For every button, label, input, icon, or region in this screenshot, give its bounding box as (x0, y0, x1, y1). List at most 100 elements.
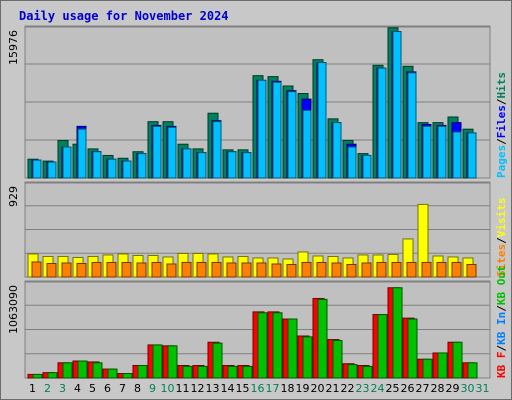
bar-pages-day-20 (317, 62, 327, 179)
day-label: 19 (296, 382, 310, 395)
bar-kb-out-day-14 (227, 365, 238, 379)
day-label: 15 (236, 382, 250, 395)
day-label: 9 (149, 382, 156, 395)
bar-pages-day-10 (167, 126, 177, 179)
bar-kb-out-day-2 (47, 372, 58, 379)
legend-item-top-4: Hits (495, 72, 508, 99)
legend-item-bot-0: KB F (495, 352, 508, 379)
day-label: 24 (371, 382, 385, 395)
bar-sites-day-26 (406, 261, 417, 278)
day-label: 23 (356, 382, 370, 395)
bar-pages-day-16 (257, 79, 267, 179)
bar-sites-day-18 (286, 263, 297, 278)
bar-pages-day-22 (347, 146, 357, 179)
bar-sites-day-7 (121, 261, 132, 278)
bar-pages-day-13 (212, 121, 222, 179)
bar-sites-day-3 (61, 262, 72, 278)
bar-kb-out-day-19 (302, 336, 313, 379)
bar-sites-day-30 (466, 263, 477, 278)
bar-pages-day-18 (287, 91, 297, 179)
bar-kb-out-day-6 (107, 368, 118, 379)
bar-sites-day-19 (301, 261, 312, 278)
bar-sites-day-13 (211, 261, 222, 278)
bar-pages-day-6 (107, 158, 117, 179)
day-label: 31 (476, 382, 490, 395)
day-label: 12 (191, 382, 205, 395)
day-label: 13 (206, 382, 220, 395)
day-label: 2 (44, 382, 51, 395)
bar-kb-out-day-20 (317, 298, 328, 379)
day-label: 26 (401, 382, 415, 395)
bar-kb-out-day-9 (152, 344, 163, 379)
day-label: 4 (74, 382, 81, 395)
bar-kb-out-day-16 (257, 312, 268, 379)
bar-pages-day-26 (407, 72, 417, 179)
day-label: 1 (29, 382, 36, 395)
legend-bot: KB F/KB In/KB Out (495, 265, 508, 378)
legend-top: Pages/Files/Hits (495, 72, 508, 178)
legend-item-top-3: / (495, 98, 508, 105)
bar-kb-out-day-4 (77, 360, 88, 379)
day-label: 20 (311, 382, 325, 395)
bar-kb-out-day-12 (197, 365, 208, 379)
bar-kb-out-day-8 (137, 364, 148, 379)
bar-sites-day-21 (331, 262, 342, 278)
bar-pages-day-8 (137, 153, 147, 179)
bar-kb-out-day-21 (332, 339, 343, 379)
bar-sites-day-8 (136, 262, 147, 278)
bar-sites-day-24 (376, 261, 387, 278)
bar-pages-day-2 (47, 161, 57, 179)
day-label: 8 (134, 382, 141, 395)
bar-pages-day-29 (452, 131, 462, 179)
bar-pages-day-11 (182, 148, 192, 179)
bar-pages-day-28 (437, 125, 447, 179)
legend-item-bot-3: / (495, 305, 508, 312)
bar-pages-day-19 (302, 109, 312, 179)
bar-kb-out-day-15 (242, 365, 253, 379)
bar-sites-day-2 (46, 262, 57, 278)
bar-pages-day-5 (92, 151, 102, 179)
bar-kb-out-day-17 (272, 312, 283, 379)
bar-kb-out-day-10 (167, 345, 178, 379)
bar-kb-out-day-18 (287, 318, 298, 379)
bar-pages-day-23 (362, 154, 372, 179)
ymax-label-bot: 1063090 (7, 285, 20, 334)
bar-pages-day-7 (122, 160, 132, 179)
bar-sites-day-6 (106, 261, 117, 278)
legend-item-top-2: Files (495, 105, 508, 138)
bar-sites-day-9 (151, 261, 162, 278)
bar-kb-out-day-23 (362, 365, 373, 379)
day-label: 28 (431, 382, 445, 395)
day-label: 7 (119, 382, 126, 395)
legend-item-bot-2: KB In (495, 312, 508, 345)
bar-sites-day-17 (271, 263, 282, 278)
day-label: 30 (461, 382, 475, 395)
ymax-label-mid: 929 (7, 186, 20, 207)
bar-sites-day-12 (196, 261, 207, 278)
bar-kb-out-day-13 (212, 342, 223, 379)
bar-pages-day-3 (62, 146, 72, 179)
bar-kb-out-day-28 (437, 352, 448, 379)
legend-item-mid-2: Visits (495, 198, 508, 238)
bar-pages-day-30 (467, 132, 477, 179)
bar-sites-day-10 (166, 263, 177, 278)
legend-item-top-0: Pages (495, 145, 508, 178)
bar-kb-out-day-5 (92, 362, 103, 379)
bar-sites-day-23 (361, 262, 372, 278)
bar-sites-day-16 (256, 262, 267, 278)
bar-sites-day-11 (181, 261, 192, 278)
bar-kb-out-day-26 (407, 318, 418, 379)
bar-sites-day-14 (226, 262, 237, 278)
day-label: 21 (326, 382, 340, 395)
bar-kb-out-day-22 (347, 364, 358, 379)
bar-pages-day-17 (272, 81, 282, 179)
day-label: 11 (176, 382, 190, 395)
bar-sites-day-25 (391, 261, 402, 278)
bar-sites-day-29 (451, 261, 462, 278)
bar-kb-out-day-7 (122, 373, 133, 379)
bar-kb-out-day-11 (182, 365, 193, 379)
day-label: 18 (281, 382, 295, 395)
day-label: 3 (59, 382, 66, 395)
legend-item-mid-0: Sites (495, 244, 508, 277)
